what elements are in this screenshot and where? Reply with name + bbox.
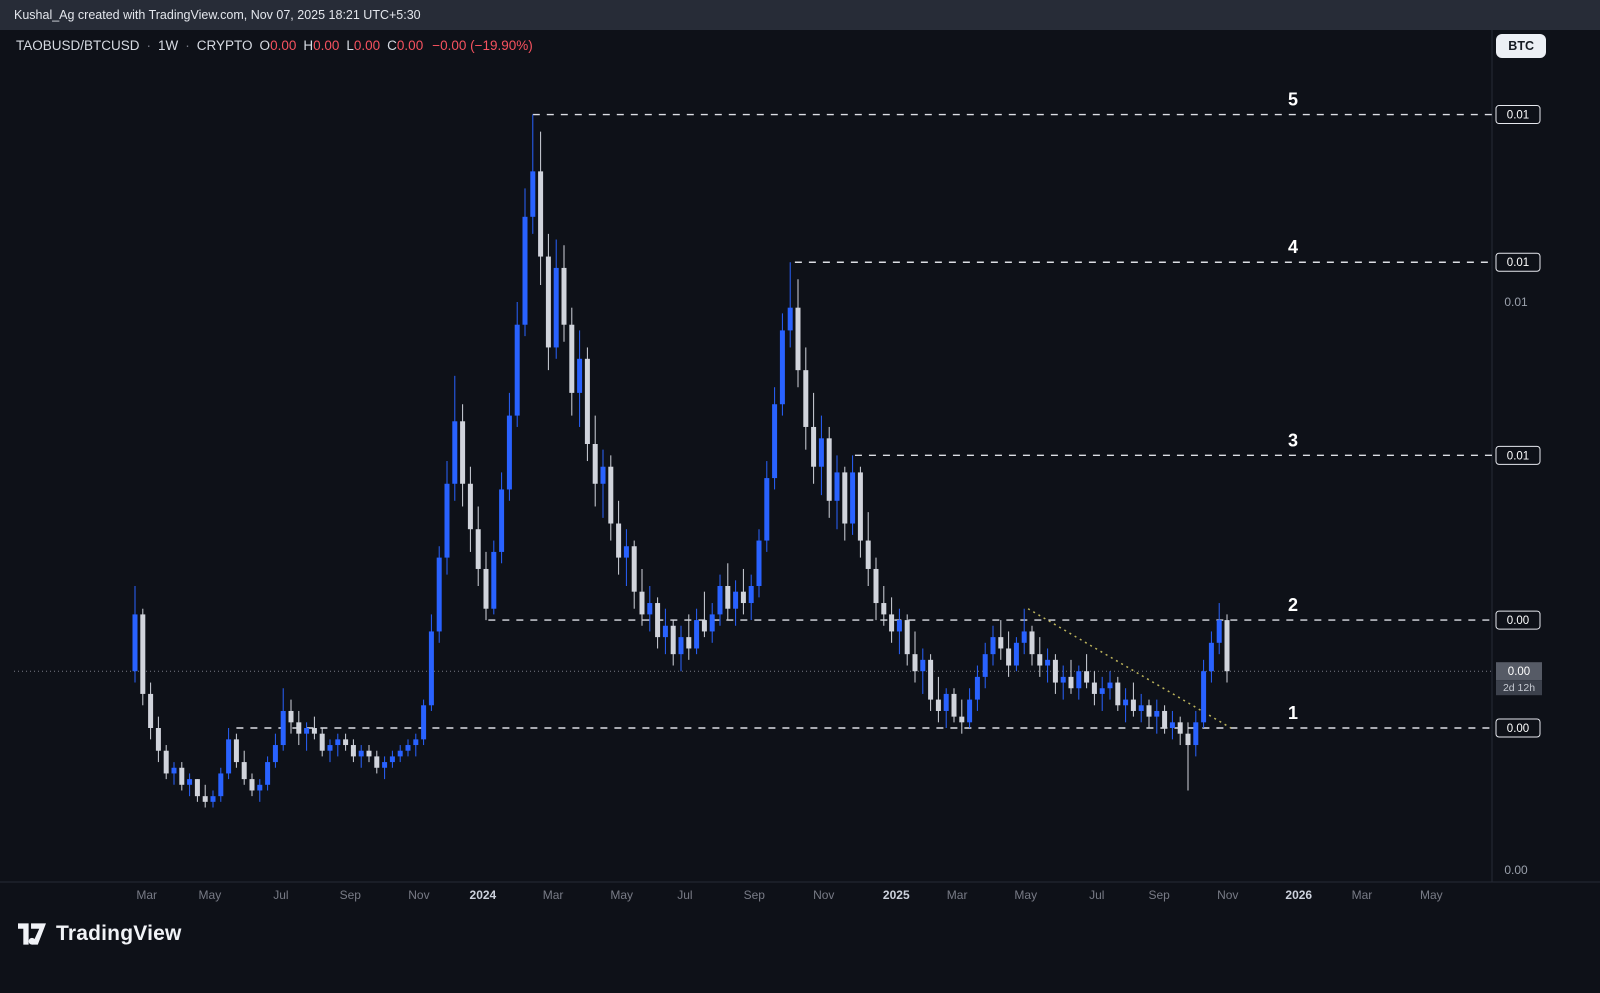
svg-text:0.00: 0.00 bbox=[1504, 863, 1528, 877]
svg-text:Nov: Nov bbox=[1217, 888, 1238, 902]
svg-text:Jul: Jul bbox=[677, 888, 692, 902]
svg-text:May: May bbox=[199, 888, 222, 902]
low-value: L 0.00 bbox=[346, 38, 381, 53]
interval-label[interactable]: 1W bbox=[158, 38, 179, 53]
svg-text:2026: 2026 bbox=[1285, 888, 1312, 902]
separator-dot: · bbox=[146, 38, 152, 53]
svg-text:Sep: Sep bbox=[744, 888, 766, 902]
attribution-bar: Kushal_Ag created with TradingView.com, … bbox=[0, 0, 1600, 30]
svg-text:0.00: 0.00 bbox=[1508, 666, 1530, 678]
ohlc-legend[interactable]: TAOBUSD/BTCUSD · 1W · CRYPTO O 0.00 H 0.00… bbox=[16, 38, 533, 53]
svg-text:0.01: 0.01 bbox=[1507, 110, 1529, 122]
tradingview-logo-text: TradingView bbox=[56, 922, 182, 945]
change-value: −0.00 (−19.90%) bbox=[432, 38, 533, 53]
tradingview-logo[interactable]: TradingView bbox=[18, 922, 182, 946]
svg-text:0.01: 0.01 bbox=[1504, 295, 1528, 309]
svg-text:May: May bbox=[1420, 888, 1443, 902]
open-value: O 0.00 bbox=[259, 38, 297, 53]
svg-text:Nov: Nov bbox=[813, 888, 834, 902]
candlesticks bbox=[132, 114, 1230, 808]
svg-text:Mar: Mar bbox=[543, 888, 564, 902]
svg-text:Sep: Sep bbox=[340, 888, 362, 902]
svg-text:Mar: Mar bbox=[1352, 888, 1373, 902]
tradingview-logo-icon bbox=[18, 923, 46, 945]
time-axis[interactable]: Mar May Jul Sep Nov 2024 Mar May Jul Sep Nov 2025 Ma… bbox=[136, 888, 1442, 902]
wave-number-labels: 5 4 3 2 1 bbox=[1288, 90, 1298, 723]
symbol-name[interactable]: TAOBUSD/BTCUSD bbox=[16, 38, 140, 53]
svg-text:3: 3 bbox=[1288, 430, 1298, 450]
wave-level-lines bbox=[236, 113, 1492, 729]
svg-text:2: 2 bbox=[1288, 595, 1298, 615]
descending-trendline bbox=[1027, 608, 1232, 729]
svg-text:2024: 2024 bbox=[470, 888, 497, 902]
unit-toggle-button[interactable]: BTC bbox=[1496, 34, 1546, 58]
svg-text:2d 12h: 2d 12h bbox=[1503, 682, 1535, 694]
svg-text:2025: 2025 bbox=[883, 888, 910, 902]
high-value: H 0.00 bbox=[303, 38, 340, 53]
svg-text:0.00: 0.00 bbox=[1507, 723, 1529, 735]
svg-text:Sep: Sep bbox=[1148, 888, 1170, 902]
svg-text:0.00: 0.00 bbox=[1507, 615, 1529, 627]
svg-text:Mar: Mar bbox=[947, 888, 968, 902]
svg-text:Mar: Mar bbox=[136, 888, 157, 902]
price-axis[interactable]: 0.01 0.00 0.01 0.01 0.01 0.00 0.00 0.00 2d 12h bbox=[1495, 105, 1542, 877]
axis-borders bbox=[0, 30, 1600, 883]
svg-text:4: 4 bbox=[1288, 237, 1298, 257]
svg-text:0.01: 0.01 bbox=[1507, 450, 1529, 462]
svg-text:1: 1 bbox=[1288, 703, 1298, 723]
market-label: CRYPTO bbox=[196, 38, 253, 53]
svg-text:May: May bbox=[610, 888, 633, 902]
svg-text:5: 5 bbox=[1288, 90, 1298, 110]
separator-dot: · bbox=[185, 38, 190, 53]
svg-text:Nov: Nov bbox=[408, 888, 429, 902]
svg-text:Jul: Jul bbox=[1089, 888, 1104, 902]
svg-text:0.01: 0.01 bbox=[1507, 257, 1529, 269]
svg-text:May: May bbox=[1014, 888, 1037, 902]
svg-text:Jul: Jul bbox=[273, 888, 288, 902]
attribution-text: Kushal_Ag created with TradingView.com, … bbox=[14, 8, 421, 22]
close-value: C 0.00 bbox=[387, 38, 424, 53]
